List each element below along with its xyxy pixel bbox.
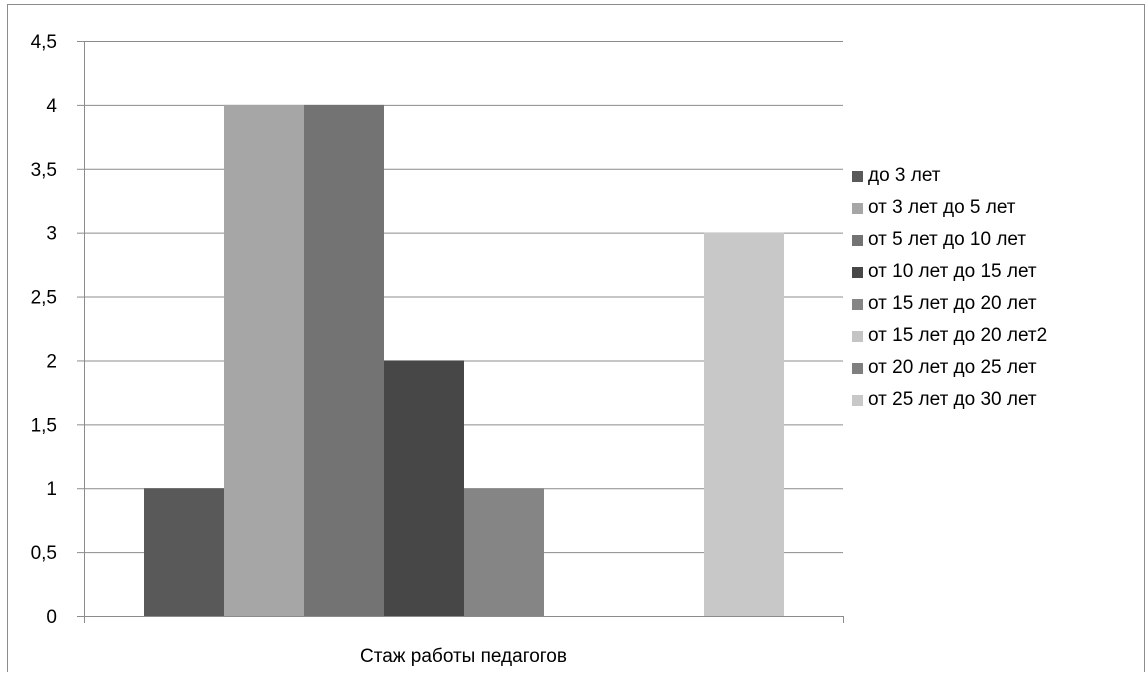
- y-tick-label: 3: [46, 224, 57, 245]
- legend-swatch: [852, 202, 863, 214]
- y-tick-label: 2,5: [31, 288, 57, 309]
- legend-swatch: [852, 330, 863, 342]
- legend-label: от 15 лет до 20 лет2: [868, 325, 1048, 346]
- legend-label: от 15 лет до 20 лет: [868, 293, 1037, 314]
- x-category-label: Стаж работы педагогов: [360, 646, 567, 667]
- legend-label: от 10 лет до 15 лет: [868, 261, 1037, 282]
- legend-swatch: [852, 234, 863, 246]
- y-tick-label: 4,5: [31, 32, 57, 53]
- bar: [144, 488, 224, 616]
- y-tick-label: 4: [46, 96, 57, 117]
- y-tick-label: 3,5: [31, 160, 57, 181]
- legend-item: от 10 лет до 15 лет: [852, 256, 1047, 288]
- y-tick-label: 1,5: [31, 415, 57, 436]
- legend-item: от 20 лет до 25 лет: [852, 352, 1047, 384]
- legend-swatch: [852, 362, 863, 374]
- legend-item: от 5 лет до 10 лет: [852, 224, 1047, 256]
- legend-label: от 5 лет до 10 лет: [868, 229, 1027, 250]
- legend-label: от 20 лет до 25 лет: [868, 357, 1037, 378]
- bar: [304, 104, 384, 616]
- legend-swatch: [852, 170, 863, 182]
- y-tick-label: 0,5: [31, 543, 57, 564]
- legend-label: от 3 лет до 5 лет: [868, 197, 1016, 218]
- y-tick-label: 0: [46, 607, 57, 628]
- legend-item: от 15 лет до 20 лет2: [852, 320, 1047, 352]
- bar: [704, 232, 784, 616]
- bar: [224, 104, 304, 616]
- legend-label: от 25 лет до 30 лет: [868, 389, 1037, 410]
- legend-swatch: [852, 298, 863, 310]
- bar: [464, 488, 544, 616]
- legend-swatch: [852, 394, 863, 406]
- y-tick-label: 2: [46, 351, 57, 372]
- bar: [384, 360, 464, 616]
- legend: до 3 лет от 3 лет до 5 лет от 5 лет до 10 …: [852, 160, 1047, 416]
- legend-item: от 25 лет до 30 лет: [852, 384, 1047, 416]
- legend-item: от 3 лет до 5 лет: [852, 192, 1047, 224]
- legend-swatch: [852, 266, 863, 278]
- legend-item: до 3 лет: [852, 160, 1047, 192]
- legend-item: от 15 лет до 20 лет: [852, 288, 1047, 320]
- y-tick-label: 1: [46, 479, 57, 500]
- legend-label: до 3 лет: [868, 165, 941, 186]
- chart-frame: [7, 4, 1145, 672]
